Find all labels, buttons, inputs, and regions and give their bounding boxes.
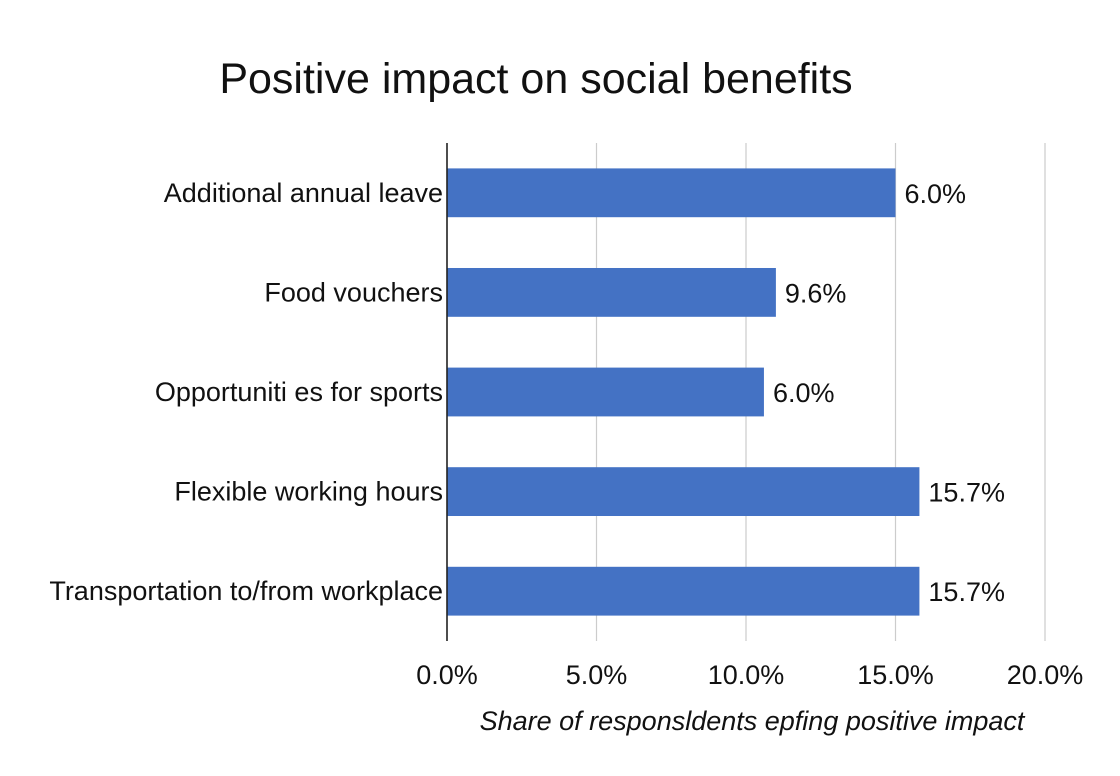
category-label: Additional annual leave: [164, 178, 443, 208]
category-label: Opportuniti es for sports: [155, 377, 443, 407]
data-label: 15.7%: [928, 577, 1005, 607]
data-label: 6.0%: [905, 179, 967, 209]
data-labels: 6.0% 9.6% 6.0% 15.7% 15.7%: [773, 179, 1005, 607]
bar: [447, 566, 920, 616]
x-axis-title: Share of responsldents epfing positive i…: [480, 706, 1026, 736]
category-label: Flexible working hours: [174, 477, 443, 507]
category-label: Transportation to/from workplace: [49, 576, 443, 606]
data-label: 9.6%: [785, 278, 847, 308]
category-labels: Additional annual leave Food vouchers Oppo…: [49, 178, 443, 606]
data-label: 6.0%: [773, 378, 835, 408]
data-label: 15.7%: [928, 478, 1005, 508]
x-tick-label: 0.0%: [416, 660, 478, 690]
x-tick-label: 5.0%: [566, 660, 628, 690]
bar: [447, 367, 764, 417]
category-label: Food vouchers: [264, 277, 443, 307]
bar: [447, 267, 776, 317]
x-tick-label: 20.0%: [1007, 660, 1084, 690]
bar: [447, 168, 896, 218]
x-tick-labels: 0.0% 5.0% 10.0% 15.0% 20.0%: [416, 660, 1083, 690]
x-tick-label: 15.0%: [857, 660, 934, 690]
bars: [447, 168, 920, 616]
chart-title: Positive impact on social benefits: [219, 55, 852, 103]
x-tick-label: 10.0%: [708, 660, 785, 690]
bar: [447, 467, 920, 517]
